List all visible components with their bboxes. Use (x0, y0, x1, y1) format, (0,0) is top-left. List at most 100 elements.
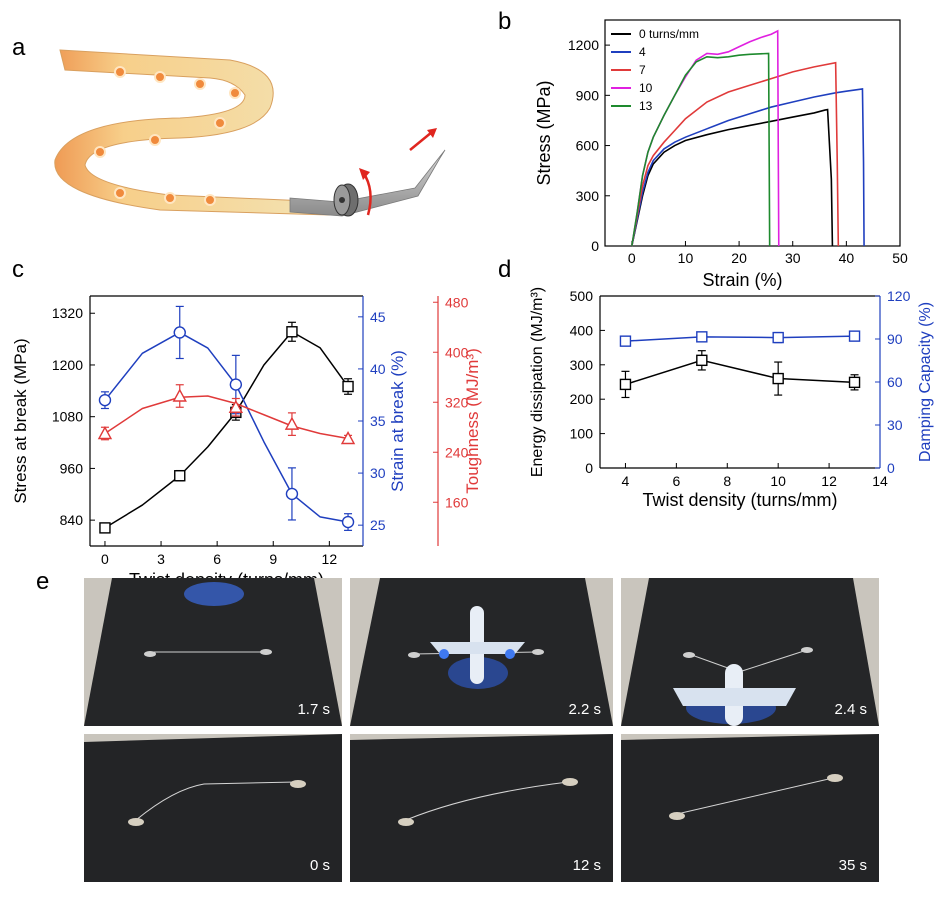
photo-frame-2: 2.2 s (350, 578, 613, 726)
data-point (772, 372, 784, 385)
y-tick-label: 0 (591, 238, 599, 254)
twisted-fiber-illustration (54, 49, 446, 217)
legend-label: 0 turns/mm (639, 27, 699, 41)
x-tick-label: 6 (672, 473, 680, 489)
y-tick-label: 1200 (568, 37, 599, 53)
series-line (104, 331, 349, 529)
legend-label: 4 (639, 45, 646, 59)
fiber-gray-tail (289, 149, 446, 217)
y-axis-label-2: Strain at break (%) (388, 350, 407, 492)
photo-frame-3: 2.4 s (621, 578, 879, 726)
photo-frame-6: 35 s (621, 734, 879, 882)
y-tick-label: 25 (370, 517, 386, 533)
data-point (284, 416, 300, 430)
data-point (98, 393, 112, 407)
legend-label: 7 (639, 63, 646, 77)
y-tick-label: 600 (576, 138, 600, 154)
data-point (285, 487, 299, 501)
twist-motor-icon (333, 183, 359, 217)
y-axis-label: Stress (MPa) (534, 80, 554, 185)
x-tick-label: 50 (892, 250, 908, 266)
panel-label-e: e (36, 568, 50, 595)
y-tick-label: 200 (570, 391, 594, 407)
data-point (99, 522, 111, 534)
frame-time: 35 s (838, 857, 867, 874)
fiber-recovery-scene-icon (350, 734, 613, 882)
x-tick-label: 10 (770, 473, 786, 489)
data-point (619, 378, 632, 391)
legend-label: 10 (639, 81, 653, 95)
y-tick-label: 300 (570, 357, 594, 373)
y-tick-label: 1320 (52, 305, 83, 321)
data-point (174, 470, 186, 482)
data-point (97, 426, 113, 440)
data-point (229, 378, 243, 391)
x-axis-label: Twist density (turns/mm) (642, 490, 837, 510)
y-tick-label: 0 (585, 460, 593, 476)
x-tick-label: 10 (678, 250, 694, 266)
data-point (286, 326, 298, 338)
data-point (341, 515, 355, 529)
panel-label-d: d (498, 256, 512, 283)
x-tick-label: 0 (628, 250, 636, 266)
y-axis-label-1: Energy dissipation (MJ/m³) (529, 287, 546, 477)
twist-density-mechanics-chart: 0 3 6 9 12 Twist density (turns/mm) 840 960 1080… (11, 294, 482, 578)
x-tick-label: 3 (157, 551, 165, 567)
photo-frame-5: 12 s (350, 734, 613, 882)
frame-time: 12 s (572, 857, 601, 874)
y-tick-label: 120 (887, 288, 911, 304)
x-tick-label: 8 (723, 473, 731, 489)
y-tick-label: 500 (570, 288, 594, 304)
x-tick-label: 30 (785, 250, 801, 266)
series-line (625, 359, 855, 386)
y-tick-label: 160 (445, 494, 469, 510)
y-tick-label: 1200 (52, 357, 83, 373)
y-tick-label: 240 (445, 444, 469, 460)
stress-strain-chart: 0 10 20 30 40 50 0 300 600 900 1200 Strain (%) Stres… (534, 19, 908, 290)
series-line (631, 52, 771, 247)
data-point (848, 376, 861, 389)
y-tick-label: 40 (370, 361, 386, 377)
y-tick-label: 320 (445, 394, 469, 410)
y-tick-label: 35 (370, 413, 386, 429)
x-tick-label: 40 (839, 250, 855, 266)
y-tick-label: 100 (570, 426, 594, 442)
airplane-caught-scene-icon (621, 578, 879, 726)
data-point (172, 388, 187, 402)
y-tick-label: 30 (887, 417, 903, 433)
energy-dissipation-chart: 4 6 8 10 12 14 Twist density (turns/mm) 0 100 200… (529, 287, 934, 510)
y-tick-label: 840 (60, 512, 84, 528)
data-point (342, 380, 354, 393)
x-axis-label: Strain (%) (702, 270, 782, 290)
orange-dots (94, 66, 241, 206)
data-point (173, 326, 186, 339)
series-line (631, 108, 834, 247)
series-line (625, 335, 855, 342)
panel-label-c: c (12, 256, 24, 283)
y-axis-label-3: Toughness (MJ/m³) (463, 348, 482, 493)
y-tick-label: 900 (576, 87, 600, 103)
y-tick-label: 60 (887, 374, 903, 390)
series-line (104, 395, 349, 440)
x-tick-label: 4 (622, 473, 630, 489)
x-tick-label: 12 (322, 551, 338, 567)
y-tick-label: 480 (445, 294, 469, 310)
series-line (104, 331, 349, 523)
pull-arrow-icon (409, 131, 433, 151)
data-point (848, 330, 861, 342)
frame-time: 1.7 s (297, 701, 330, 718)
panel-label-b: b (498, 8, 512, 35)
photo-frame-4: 0 s (84, 734, 342, 882)
photo-frame-1: 1.7 s (84, 578, 342, 726)
y-tick-label: 90 (887, 331, 903, 347)
y-axis-label-1: Stress at break (MPa) (11, 338, 30, 503)
plot-frame (604, 19, 901, 247)
series-line (631, 29, 780, 247)
y-tick-label: 400 (570, 322, 594, 338)
airplane-scene-icon (350, 578, 613, 726)
y-tick-label: 30 (370, 465, 386, 481)
fiber-ribbon-top (54, 49, 331, 216)
y-tick-label: 400 (445, 344, 469, 360)
data-point (619, 335, 632, 347)
x-axis-label: Twist density (turns/mm) (129, 570, 324, 578)
